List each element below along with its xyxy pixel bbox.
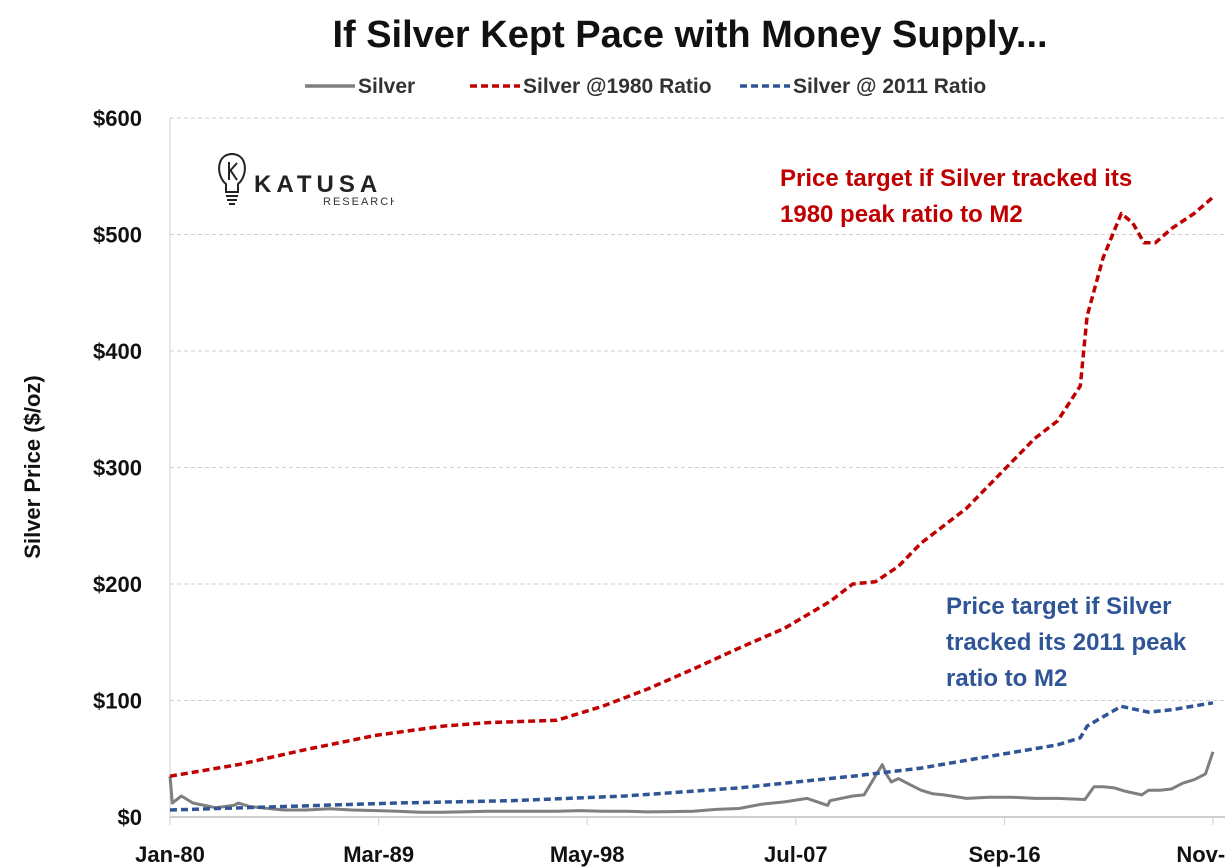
x-tick-label: Jan-80	[135, 842, 205, 867]
y-axis-label: Silver Price ($/oz)	[20, 375, 45, 558]
svg-text:KATUSA: KATUSA	[254, 171, 382, 198]
annotation-text: ratio to M2	[946, 665, 1067, 692]
chart-title: If Silver Kept Pace with Money Supply...	[332, 14, 1048, 56]
x-tick-label: Sep-16	[968, 842, 1040, 867]
y-tick-label: $400	[93, 339, 142, 364]
legend-label: Silver	[358, 75, 415, 98]
svg-text:RESEARCH: RESEARCH	[323, 196, 394, 208]
y-tick-label: $0	[118, 805, 142, 830]
katusa-research-logo: KATUSA RESEARCH	[214, 150, 398, 217]
series-line-0	[168, 751, 1215, 814]
y-tick-label: $200	[93, 572, 142, 597]
y-tick-label: $300	[93, 456, 142, 481]
x-tick-label: Mar-89	[343, 842, 414, 867]
annotation-text: 1980 peak ratio to M2	[780, 201, 1023, 228]
lightbulb-icon	[218, 152, 246, 205]
legend-label: Silver @ 2011 Ratio	[793, 75, 986, 98]
y-tick-label: $100	[93, 689, 142, 714]
annotation-text: tracked its 2011 peak	[946, 629, 1187, 656]
series-line-2	[169, 701, 1214, 812]
x-tick-label: Nov-25	[1176, 842, 1225, 867]
x-tick-label: May-98	[550, 842, 625, 867]
annotation-text: Price target if Silver tracked its	[780, 165, 1132, 192]
legend-label: Silver @1980 Ratio	[523, 75, 712, 98]
x-tick-label: Jul-07	[764, 842, 828, 867]
series-line-1	[169, 195, 1215, 778]
y-tick-label: $500	[93, 223, 142, 248]
annotation-text: Price target if Silver	[946, 593, 1171, 620]
y-tick-label: $600	[93, 106, 142, 131]
